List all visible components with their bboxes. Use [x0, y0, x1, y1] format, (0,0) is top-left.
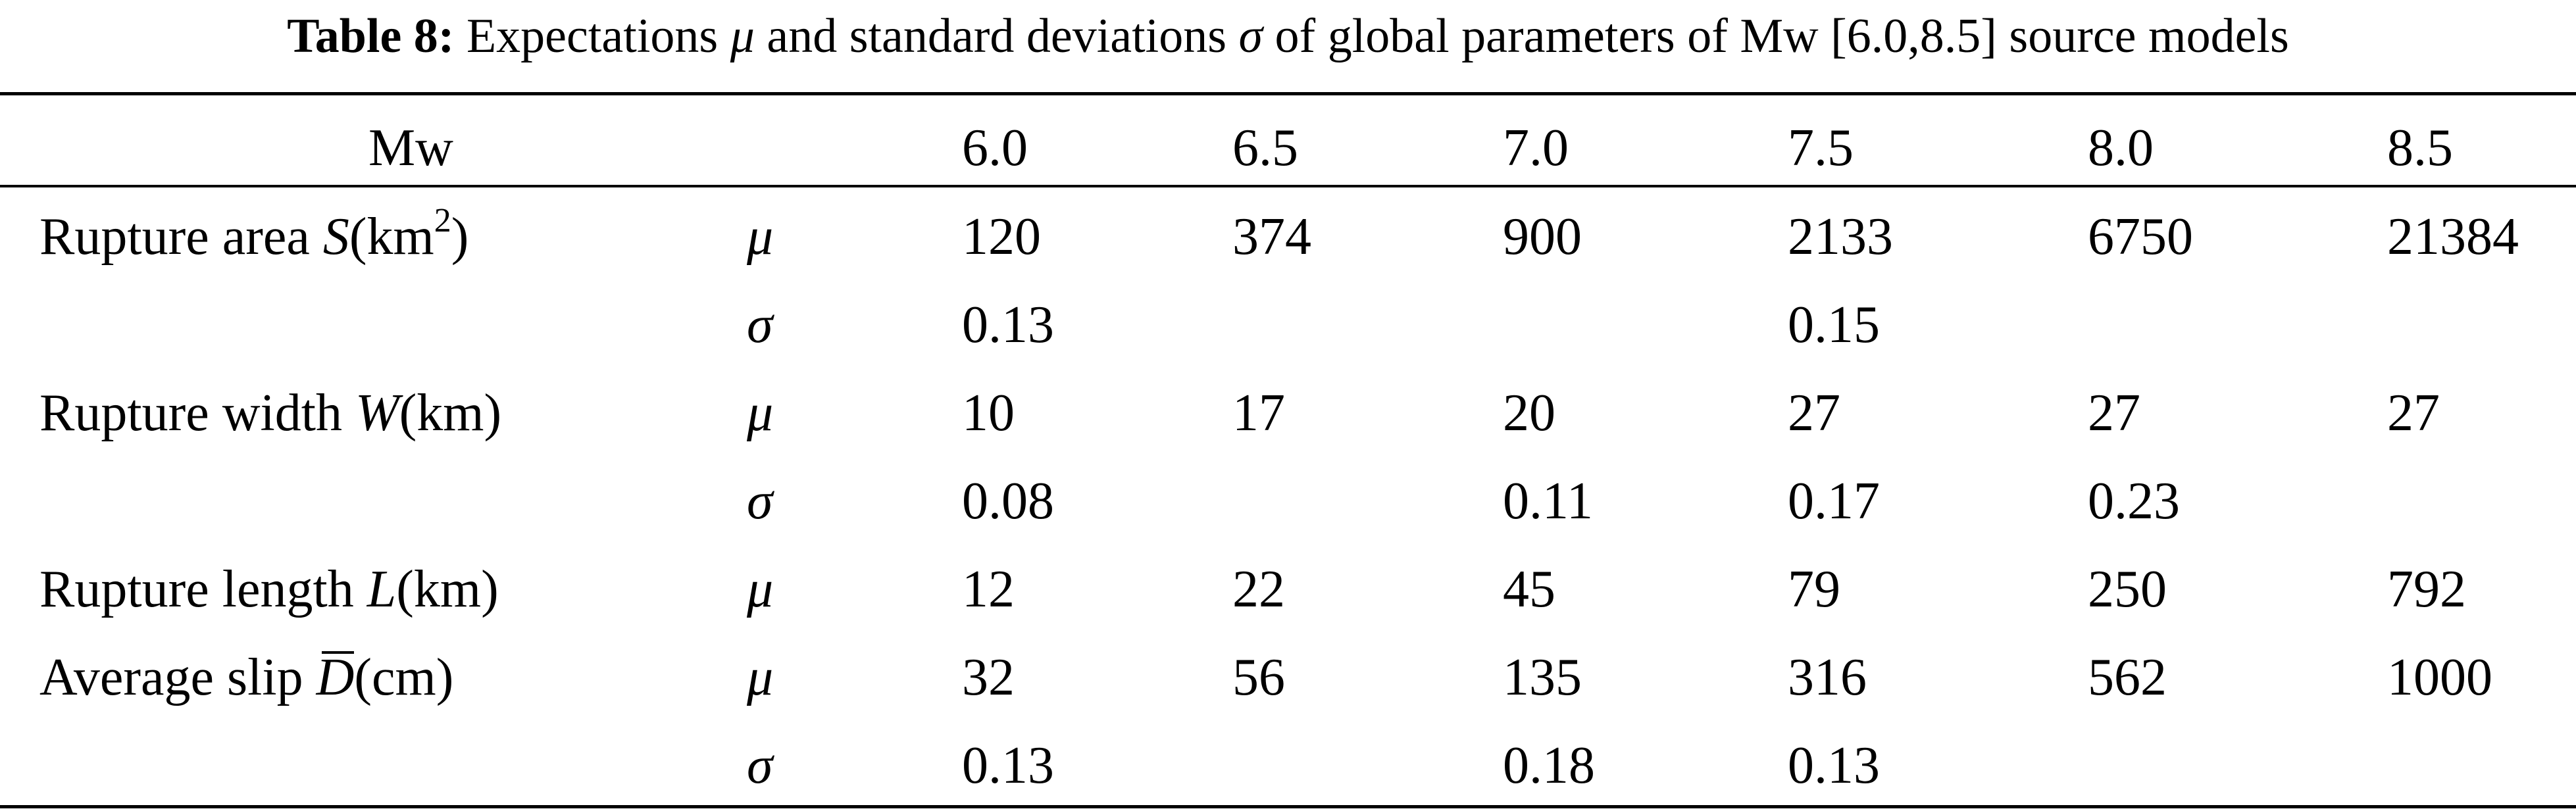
table-cell: 6750 [2088, 208, 2193, 266]
table-top-rule [0, 92, 2576, 95]
table-cell: 21384 [2387, 208, 2519, 266]
row-label-variable: D [316, 645, 355, 710]
header-mw-label: Mw [368, 119, 453, 177]
table-cell: 120 [962, 208, 1041, 266]
table-cell: 27 [2088, 384, 2140, 442]
table-cell: 792 [2387, 560, 2466, 618]
table-cell: 0.15 [1788, 296, 1880, 354]
table-cell: 562 [2088, 649, 2167, 706]
stat-symbol: σ [747, 737, 773, 795]
row-label-prefix: Rupture area [39, 208, 323, 266]
row-label-unit: (km) [396, 560, 499, 618]
table-cell: 20 [1503, 384, 1555, 442]
table-cell: 45 [1503, 560, 1555, 618]
table-cell: 22 [1232, 560, 1285, 618]
table-bottom-rule [0, 805, 2576, 808]
row-label-prefix: Rupture width [39, 384, 355, 442]
row-label-prefix: Average slip [39, 649, 316, 706]
table-cell: 10 [962, 384, 1015, 442]
table-cell: 79 [1788, 560, 1840, 618]
table-caption: Table 8: Expectations μ and standard dev… [0, 0, 2576, 72]
caption-text-prefix: Expectations [454, 9, 730, 63]
table-cell: 316 [1788, 649, 1867, 706]
header-magnitude: 7.0 [1503, 119, 1569, 177]
table-cell: 0.17 [1788, 472, 1880, 530]
table-cell: 0.13 [1788, 737, 1880, 795]
caption-mu-symbol: μ [730, 9, 755, 63]
table-cell: 0.23 [2088, 472, 2180, 530]
table-cell: 374 [1232, 208, 1311, 266]
table-cell: 27 [2387, 384, 2440, 442]
row-label-prefix: Rupture length [39, 560, 367, 618]
table-cell: 56 [1232, 649, 1285, 706]
table-cell: 250 [2088, 560, 2167, 618]
table-cell: 0.13 [962, 296, 1054, 354]
table-cell: 900 [1503, 208, 1582, 266]
row-label-variable: W [355, 384, 399, 442]
row-label-superscript: 2 [434, 202, 451, 240]
row-label-rupture-length: Rupture length L(km) [39, 556, 499, 622]
row-label-rupture-width: Rupture width W(km) [39, 380, 501, 446]
caption-text-suffix: of global parameters of Mw [6.0,8.5] sou… [1263, 9, 2289, 63]
stat-symbol: μ [747, 649, 774, 706]
row-label-variable: S [322, 208, 349, 266]
header-magnitude: 8.0 [2088, 119, 2154, 177]
caption-text-middle: and standard deviations [754, 9, 1239, 63]
header-magnitude: 7.5 [1788, 119, 1854, 177]
row-label-unit-open: (km [349, 208, 434, 266]
table-cell: 27 [1788, 384, 1840, 442]
table-cell: 0.18 [1503, 737, 1595, 795]
table-cell: 0.11 [1503, 472, 1594, 530]
table-cell: 0.08 [962, 472, 1054, 530]
stat-symbol: σ [747, 472, 773, 530]
header-magnitude: 6.5 [1232, 119, 1298, 177]
stat-symbol: μ [747, 208, 774, 266]
stat-symbol: σ [747, 296, 773, 354]
header-magnitude: 8.5 [2387, 119, 2453, 177]
row-label-unit: (km) [399, 384, 502, 442]
table-cell: 2133 [1788, 208, 1893, 266]
row-label-unit-close: ) [451, 208, 469, 266]
row-label-rupture-area: Rupture area S(km2) [39, 204, 468, 270]
stat-symbol: μ [747, 560, 774, 618]
table-cell: 17 [1232, 384, 1285, 442]
row-label-unit: (cm) [354, 649, 454, 706]
caption-label: Table 8: [287, 9, 455, 63]
table-cell: 12 [962, 560, 1015, 618]
caption-sigma-symbol: σ [1238, 9, 1263, 63]
table-cell: 135 [1503, 649, 1582, 706]
stat-symbol: μ [747, 384, 774, 442]
row-label-average-slip: Average slip D(cm) [39, 645, 453, 710]
header-magnitude: 6.0 [962, 119, 1028, 177]
table-cell: 32 [962, 649, 1015, 706]
table-cell: 0.13 [962, 737, 1054, 795]
table-header-rule [0, 185, 2576, 187]
row-label-variable: L [366, 560, 397, 618]
table-cell: 1000 [2387, 649, 2492, 706]
